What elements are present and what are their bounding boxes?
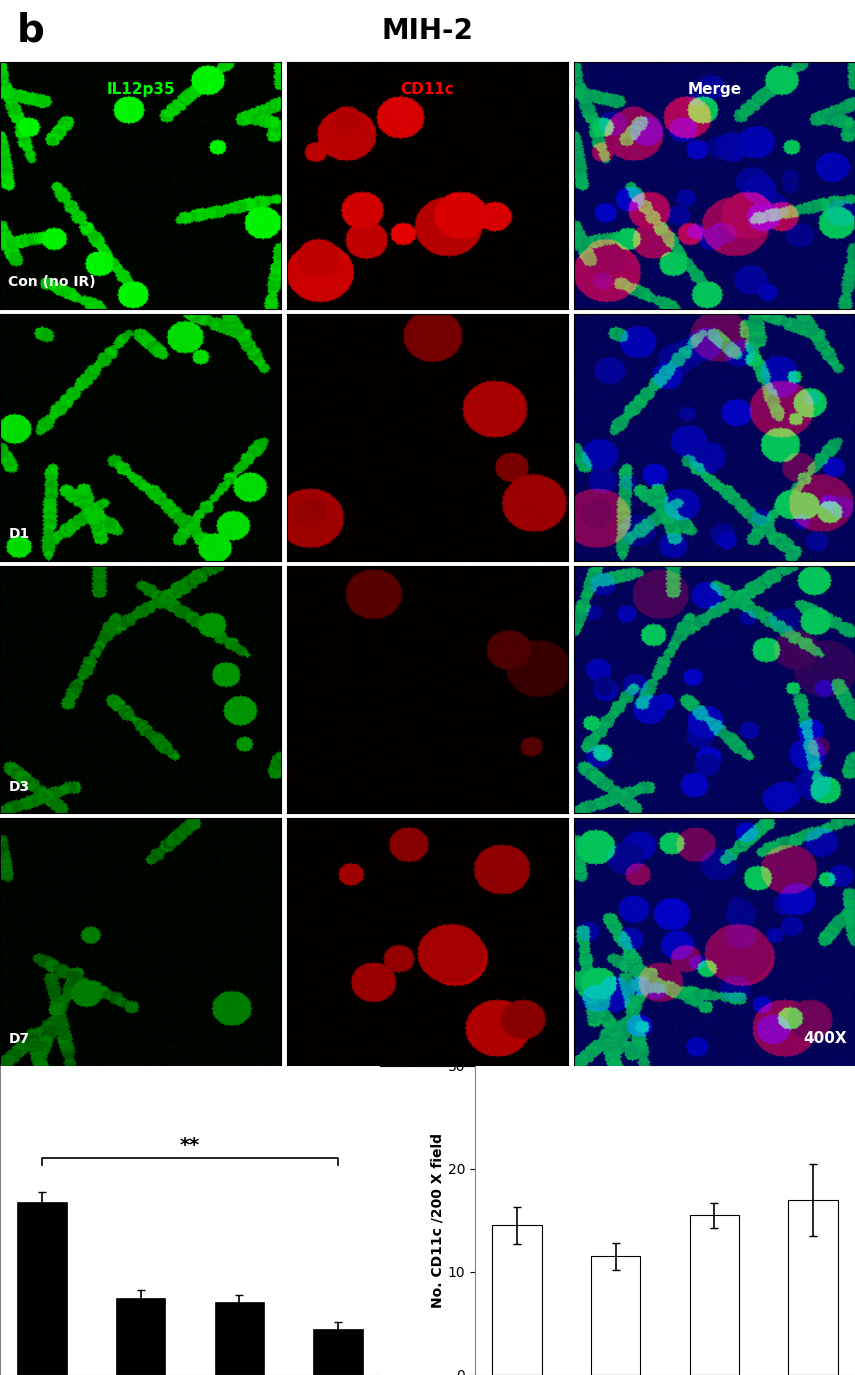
Text: **: ** <box>180 1136 200 1155</box>
Text: Merge: Merge <box>687 81 741 96</box>
Bar <box>591 1257 640 1375</box>
Text: IL12p35: IL12p35 <box>106 81 175 96</box>
Text: CD11c: CD11c <box>401 81 454 96</box>
Text: D1: D1 <box>9 528 30 542</box>
Text: D7: D7 <box>9 1031 30 1046</box>
Text: Con (no IR): Con (no IR) <box>9 275 96 289</box>
Bar <box>215 1302 264 1375</box>
Y-axis label: No. CD11c /200 X field: No. CD11c /200 X field <box>431 1133 445 1308</box>
Text: MIH-2: MIH-2 <box>381 16 474 45</box>
Bar <box>17 1202 67 1375</box>
Bar <box>314 1328 363 1375</box>
Bar <box>690 1216 739 1375</box>
Text: D3: D3 <box>9 780 30 793</box>
Text: 400X: 400X <box>803 1031 846 1046</box>
Text: b: b <box>17 12 45 49</box>
Bar <box>492 1225 541 1375</box>
Bar <box>788 1199 838 1375</box>
Bar <box>116 1298 165 1375</box>
